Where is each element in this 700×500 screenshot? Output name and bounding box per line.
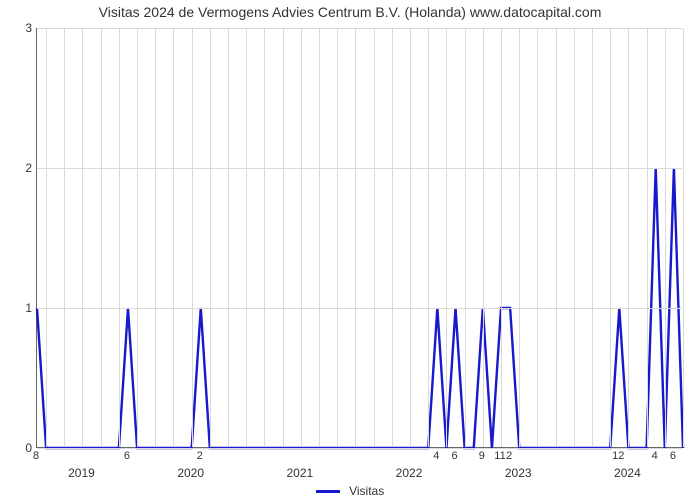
gridline-vertical	[537, 28, 538, 447]
gridline-vertical	[410, 28, 411, 447]
gridline-vertical	[610, 28, 611, 447]
gridline-vertical	[246, 28, 247, 447]
x-tick-label-year: 2022	[396, 466, 423, 480]
gridline-horizontal	[37, 168, 682, 169]
gridline-horizontal	[37, 448, 682, 449]
gridline-vertical	[82, 28, 83, 447]
x-tick-label-month: 6	[670, 450, 676, 462]
x-tick-label-month: 6	[451, 450, 457, 462]
y-tick-label: 0	[14, 441, 32, 455]
data-line	[37, 28, 683, 448]
x-tick-label-month: 11	[494, 450, 505, 462]
x-tick-label-year: 2024	[614, 466, 641, 480]
gridline-vertical	[556, 28, 557, 447]
gridline-vertical	[228, 28, 229, 447]
gridline-horizontal	[37, 308, 682, 309]
gridline-vertical	[192, 28, 193, 447]
gridline-vertical	[683, 28, 684, 447]
gridline-vertical	[64, 28, 65, 447]
x-tick-label-month: 8	[33, 450, 39, 462]
x-tick-label-year: 2021	[286, 466, 313, 480]
gridline-vertical	[337, 28, 338, 447]
x-tick-label-month: 2	[506, 450, 512, 462]
gridline-vertical	[137, 28, 138, 447]
x-tick-label-month: 2	[197, 450, 203, 462]
y-tick-label: 3	[14, 21, 32, 35]
x-tick-label-month: 9	[479, 450, 485, 462]
chart-container: Visitas 2024 de Vermogens Advies Centrum…	[0, 0, 700, 500]
y-tick-label: 1	[14, 301, 32, 315]
gridline-vertical	[173, 28, 174, 447]
x-tick-label-month: 12	[612, 450, 624, 462]
x-tick-label-month: 4	[433, 450, 439, 462]
legend-swatch	[316, 490, 340, 493]
gridline-vertical	[46, 28, 47, 447]
gridline-vertical	[647, 28, 648, 447]
gridline-vertical	[428, 28, 429, 447]
gridline-vertical	[264, 28, 265, 447]
gridline-vertical	[483, 28, 484, 447]
y-tick-label: 2	[14, 161, 32, 175]
gridline-vertical	[301, 28, 302, 447]
x-tick-label-month: 6	[124, 450, 130, 462]
gridline-vertical	[501, 28, 502, 447]
chart-title: Visitas 2024 de Vermogens Advies Centrum…	[0, 4, 700, 20]
plot-area	[36, 28, 682, 448]
gridline-vertical	[465, 28, 466, 447]
gridline-vertical	[628, 28, 629, 447]
gridline-vertical	[592, 28, 593, 447]
gridline-horizontal	[37, 28, 682, 29]
x-tick-label-year: 2020	[177, 466, 204, 480]
legend: Visitas	[0, 484, 700, 498]
gridline-vertical	[210, 28, 211, 447]
gridline-vertical	[665, 28, 666, 447]
gridline-vertical	[155, 28, 156, 447]
gridline-vertical	[101, 28, 102, 447]
gridline-vertical	[392, 28, 393, 447]
gridline-vertical	[319, 28, 320, 447]
gridline-vertical	[374, 28, 375, 447]
gridline-vertical	[355, 28, 356, 447]
gridline-vertical	[519, 28, 520, 447]
x-tick-label-month: 4	[652, 450, 658, 462]
gridline-vertical	[119, 28, 120, 447]
legend-label: Visitas	[349, 484, 384, 498]
x-tick-label-year: 2019	[68, 466, 95, 480]
x-tick-label-year: 2023	[505, 466, 532, 480]
gridline-vertical	[446, 28, 447, 447]
gridline-vertical	[283, 28, 284, 447]
gridline-vertical	[574, 28, 575, 447]
